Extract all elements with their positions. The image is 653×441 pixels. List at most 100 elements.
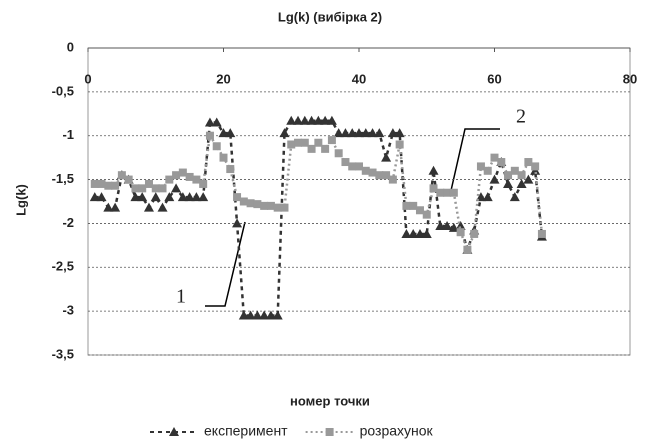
marker (490, 153, 499, 162)
marker (252, 310, 263, 320)
marker (299, 115, 310, 125)
marker (239, 197, 248, 206)
marker (293, 115, 304, 125)
marker (510, 166, 519, 175)
marker (395, 140, 404, 149)
marker (294, 138, 303, 147)
marker (165, 175, 174, 184)
marker (497, 158, 506, 167)
marker (422, 210, 431, 219)
marker (245, 310, 256, 320)
marker (97, 179, 106, 188)
marker (401, 228, 412, 238)
marker (367, 128, 378, 138)
marker (382, 171, 391, 180)
plot-frame (87, 47, 631, 356)
marker (408, 228, 419, 238)
marker (211, 117, 222, 127)
marker (111, 181, 120, 190)
marker (341, 158, 350, 167)
marker (503, 178, 514, 188)
marker (449, 188, 458, 197)
x-tick-label: 40 (352, 71, 366, 86)
marker (333, 128, 344, 138)
marker (314, 138, 323, 147)
legend-label: експеримент (204, 423, 288, 439)
marker (415, 206, 424, 215)
marker (327, 136, 336, 145)
marker (205, 131, 214, 140)
series-line (94, 119, 544, 317)
y-tick-label: -0,5 (52, 83, 74, 98)
marker (286, 115, 297, 125)
annotation: 1 (176, 286, 186, 308)
marker (436, 188, 445, 197)
marker (300, 138, 309, 147)
marker (192, 175, 201, 184)
marker (218, 128, 229, 138)
marker (388, 175, 397, 184)
y-tick-label: -1 (62, 127, 74, 142)
legend-label: розрахунок (360, 423, 434, 439)
marker (524, 158, 533, 167)
marker (429, 184, 438, 193)
marker (104, 181, 113, 190)
marker (504, 171, 513, 180)
marker (212, 142, 221, 151)
marker (537, 229, 546, 238)
marker (509, 192, 520, 202)
marker (143, 202, 154, 212)
marker (347, 128, 358, 138)
marker (313, 115, 324, 125)
marker (470, 229, 479, 238)
marker (158, 184, 167, 193)
y-tick-label: -2,5 (52, 259, 74, 274)
marker (476, 162, 485, 171)
marker (96, 192, 107, 202)
marker (307, 144, 316, 153)
marker (110, 202, 121, 212)
marker (238, 310, 249, 320)
marker (463, 245, 472, 254)
marker (184, 192, 195, 202)
marker (326, 115, 337, 125)
marker (355, 162, 363, 171)
marker (368, 168, 377, 177)
marker (516, 178, 527, 188)
marker (443, 188, 452, 197)
marker (482, 192, 493, 202)
marker (489, 174, 500, 184)
marker (435, 221, 446, 231)
y-tick-label: -1,5 (52, 171, 74, 186)
annotation: 2 (516, 106, 526, 128)
marker (361, 166, 370, 175)
marker (354, 128, 364, 138)
marker (150, 192, 161, 202)
marker (287, 140, 296, 149)
marker (483, 166, 492, 175)
marker (321, 144, 330, 153)
marker (360, 128, 371, 138)
x-tick-label: 20 (216, 71, 230, 86)
marker (185, 172, 194, 181)
marker (387, 128, 398, 138)
marker (177, 192, 188, 202)
marker (394, 128, 405, 138)
marker (266, 201, 275, 210)
marker (169, 427, 179, 436)
marker (374, 128, 385, 138)
marker (191, 192, 202, 202)
marker (172, 171, 181, 180)
marker (325, 428, 334, 436)
marker (414, 228, 425, 238)
marker (334, 149, 343, 158)
marker (90, 179, 99, 188)
marker (144, 179, 153, 188)
marker (89, 192, 100, 202)
marker (421, 228, 432, 238)
marker (198, 192, 209, 202)
x-tick-label: 60 (487, 71, 501, 86)
leader-line (449, 128, 500, 196)
marker (233, 193, 242, 202)
x-tick-label: 80 (623, 71, 637, 86)
